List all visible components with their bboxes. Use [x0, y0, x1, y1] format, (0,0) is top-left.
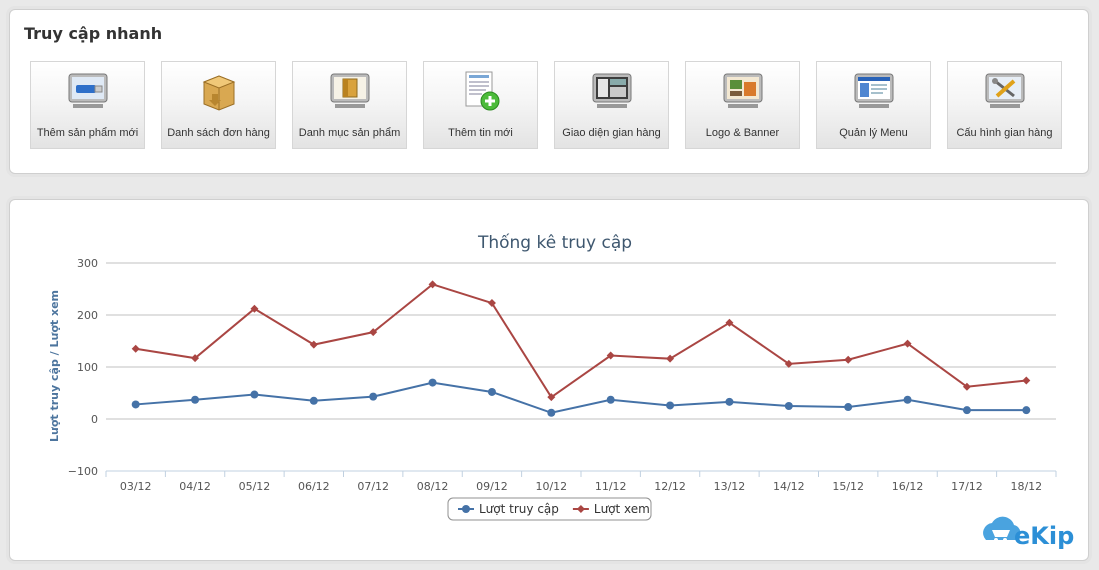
- folder-icon: [329, 70, 371, 112]
- data-point[interactable]: [903, 339, 912, 348]
- y-tick-label: 0: [91, 413, 98, 426]
- tile-label: Logo & Banner: [705, 127, 780, 139]
- statistics-panel: Thống kê truy cập Lượt truy cập / Lượt x…: [9, 199, 1089, 561]
- x-tick-label: 03/12: [120, 480, 152, 493]
- add-news-icon: [460, 70, 502, 112]
- data-point[interactable]: [606, 395, 615, 404]
- menu-window-icon: [853, 70, 895, 112]
- data-point[interactable]: [666, 401, 675, 410]
- x-tick-label: 08/12: [417, 480, 449, 493]
- tile-add-product[interactable]: Thêm sản phẩm mới: [30, 61, 145, 149]
- data-point[interactable]: [784, 359, 793, 368]
- tile-menu-manager[interactable]: Quản lý Menu: [816, 61, 931, 149]
- data-point[interactable]: [666, 354, 675, 363]
- svg-text:eKip: eKip: [1014, 522, 1074, 550]
- quick-access-title: Truy cập nhanh: [24, 24, 163, 43]
- x-tick-label: 05/12: [239, 480, 271, 493]
- tile-label: Thêm sản phẩm mới: [36, 127, 139, 139]
- data-point[interactable]: [962, 406, 971, 415]
- legend-marker: [576, 505, 585, 513]
- tile-product-category[interactable]: Danh mục sản phẩm: [292, 61, 407, 149]
- data-point[interactable]: [844, 355, 853, 364]
- tile-label: Thêm tin mới: [448, 127, 513, 139]
- series-line: [135, 283, 1027, 399]
- y-axis-title: Lượt truy cập / Lượt xem: [48, 290, 61, 442]
- data-point[interactable]: [131, 344, 140, 353]
- data-point[interactable]: [1022, 376, 1031, 385]
- x-tick-label: 17/12: [951, 480, 983, 493]
- data-point[interactable]: [191, 354, 200, 363]
- x-tick-label: 11/12: [595, 480, 627, 493]
- data-point[interactable]: [962, 382, 971, 391]
- data-point[interactable]: [428, 280, 437, 289]
- tile-store-config[interactable]: Cấu hình gian hàng: [947, 61, 1062, 149]
- data-point[interactable]: [369, 392, 378, 401]
- package-box-icon: [198, 70, 240, 112]
- data-point[interactable]: [1022, 406, 1031, 415]
- tile-label: Giao diện gian hàng: [562, 127, 661, 139]
- visit-chart: Thống kê truy cập Lượt truy cập / Lượt x…: [48, 232, 1057, 521]
- y-tick-label: −100: [68, 465, 98, 478]
- tools-icon: [984, 70, 1026, 112]
- legend-marker: [462, 505, 470, 513]
- tile-add-news[interactable]: Thêm tin mới: [423, 61, 538, 149]
- data-point[interactable]: [428, 378, 437, 387]
- legend-box: [447, 497, 652, 521]
- data-point[interactable]: [131, 400, 140, 409]
- data-point[interactable]: [309, 396, 318, 405]
- tile-order-list[interactable]: Danh sách đơn hàng: [161, 61, 276, 149]
- data-point[interactable]: [309, 340, 318, 349]
- x-tick-label: 09/12: [476, 480, 508, 493]
- data-point[interactable]: [369, 328, 378, 337]
- data-point[interactable]: [191, 395, 200, 404]
- x-tick-label: 04/12: [179, 480, 211, 493]
- tile-store-layout[interactable]: Giao diện gian hàng: [554, 61, 669, 149]
- x-tick-label: 06/12: [298, 480, 330, 493]
- x-tick-label: 13/12: [714, 480, 746, 493]
- x-tick-label: 16/12: [892, 480, 924, 493]
- ekip-logo: eKip: [978, 510, 1078, 554]
- tile-label: Quản lý Menu: [839, 127, 908, 139]
- chart-legend: Lượt truy cập Lượt xem: [447, 497, 652, 521]
- legend-item[interactable]: Lượt truy cập: [479, 502, 559, 516]
- x-tick-label: 14/12: [773, 480, 805, 493]
- data-point[interactable]: [725, 318, 734, 327]
- x-tick-label: 12/12: [654, 480, 686, 493]
- data-point[interactable]: [487, 387, 496, 396]
- data-point[interactable]: [903, 395, 912, 404]
- x-tick-label: 07/12: [357, 480, 389, 493]
- data-point[interactable]: [844, 403, 853, 412]
- tile-label: Danh sách đơn hàng: [167, 127, 270, 139]
- tile-label: Danh mục sản phẩm: [298, 127, 401, 139]
- store-layout-icon: [591, 70, 633, 112]
- y-tick-label: 200: [77, 309, 98, 322]
- x-tick-label: 18/12: [1010, 480, 1042, 493]
- y-tick-label: 300: [77, 257, 98, 270]
- data-point[interactable]: [725, 397, 734, 406]
- data-point[interactable]: [547, 408, 556, 417]
- legend-item[interactable]: Lượt xem: [594, 502, 650, 516]
- logo-banner-icon: [722, 70, 764, 112]
- x-tick-label: 15/12: [832, 480, 864, 493]
- y-tick-label: 100: [77, 361, 98, 374]
- tile-label: Cấu hình gian hàng: [956, 127, 1053, 139]
- data-point[interactable]: [250, 304, 259, 313]
- data-point[interactable]: [487, 299, 496, 308]
- chart-title: Thống kê truy cập: [477, 232, 632, 253]
- data-point[interactable]: [547, 393, 556, 402]
- tile-logo-banner[interactable]: Logo & Banner: [685, 61, 800, 149]
- series-line: [135, 381, 1027, 414]
- data-point[interactable]: [784, 402, 793, 410]
- usb-drive-icon: [67, 70, 109, 112]
- data-point[interactable]: [250, 390, 259, 399]
- x-tick-label: 10/12: [535, 480, 567, 493]
- data-point[interactable]: [606, 351, 615, 360]
- quick-access-panel: Truy cập nhanh Thêm sản phẩm mới Danh sá…: [9, 9, 1089, 174]
